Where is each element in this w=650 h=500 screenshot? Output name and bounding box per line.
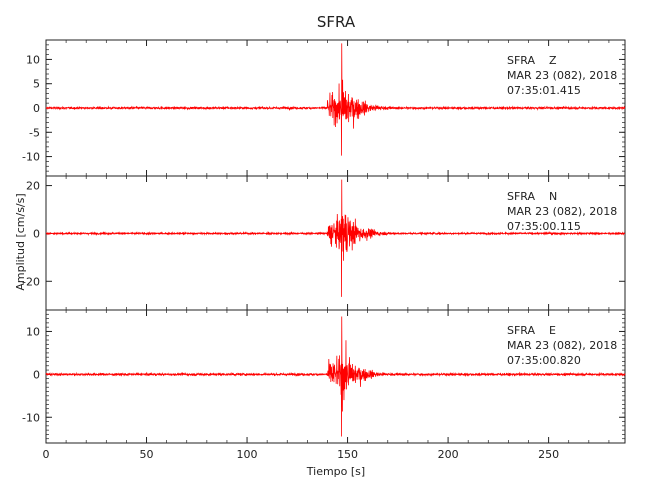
panel-n: 20 0 -20 SFRA N MAR 23 (082), 2018 07:35:00.1… bbox=[22, 175, 626, 311]
station-component-label: SFRA N bbox=[507, 190, 557, 203]
x-tick-label: 0 bbox=[43, 448, 50, 461]
time-label: 07:35:00.115 bbox=[507, 220, 581, 233]
x-axis-label: Tiempo [s] bbox=[306, 465, 365, 478]
x-axis-ticks: 0 50 100 150 200 250 bbox=[43, 448, 560, 461]
x-tick-label: 50 bbox=[140, 448, 154, 461]
chart-title: SFRA bbox=[317, 13, 356, 31]
y-tick-label: -5 bbox=[29, 126, 40, 139]
waveform-trace-e bbox=[45, 316, 626, 437]
y-tick-label: -10 bbox=[22, 151, 40, 164]
y-tick-label: 0 bbox=[33, 368, 40, 381]
y-tick-label: 0 bbox=[33, 102, 40, 115]
waveform-trace-n bbox=[45, 179, 626, 297]
x-tick-label: 200 bbox=[438, 448, 459, 461]
y-tick-label: -10 bbox=[22, 411, 40, 424]
x-tick-label: 100 bbox=[237, 448, 258, 461]
panels-group: 10 5 0 -5 -10 SFRA Z MAR 23 (082), 2018 07:35:0… bbox=[22, 39, 626, 444]
x-tick-label: 150 bbox=[337, 448, 358, 461]
waveform-trace-z bbox=[45, 43, 626, 156]
time-label: 07:35:01.415 bbox=[507, 84, 581, 97]
date-label: MAR 23 (082), 2018 bbox=[507, 69, 617, 82]
x-tick-label: 250 bbox=[538, 448, 559, 461]
panel-e: 10 0 -10 SFRA E MAR 23 (082), 2018 07:35:00.8… bbox=[22, 309, 626, 444]
date-label: MAR 23 (082), 2018 bbox=[507, 339, 617, 352]
station-component-label: SFRA E bbox=[507, 324, 556, 337]
panel-frame bbox=[45, 309, 626, 444]
time-label: 07:35:00.820 bbox=[507, 354, 581, 367]
y-tick-label: 0 bbox=[33, 227, 40, 240]
y-axis-label: Amplitud [cm/s/s] bbox=[14, 193, 27, 290]
date-label: MAR 23 (082), 2018 bbox=[507, 205, 617, 218]
y-tick-label: 5 bbox=[33, 78, 40, 91]
y-tick-label: 20 bbox=[26, 180, 40, 193]
panel-z: 10 5 0 -5 -10 SFRA Z MAR 23 (082), 2018 07:35:0… bbox=[22, 39, 626, 177]
y-tick-label: -20 bbox=[22, 275, 40, 288]
station-component-label: SFRA Z bbox=[507, 54, 557, 67]
y-tick-label: 10 bbox=[26, 53, 40, 66]
y-tick-label: 10 bbox=[26, 325, 40, 338]
